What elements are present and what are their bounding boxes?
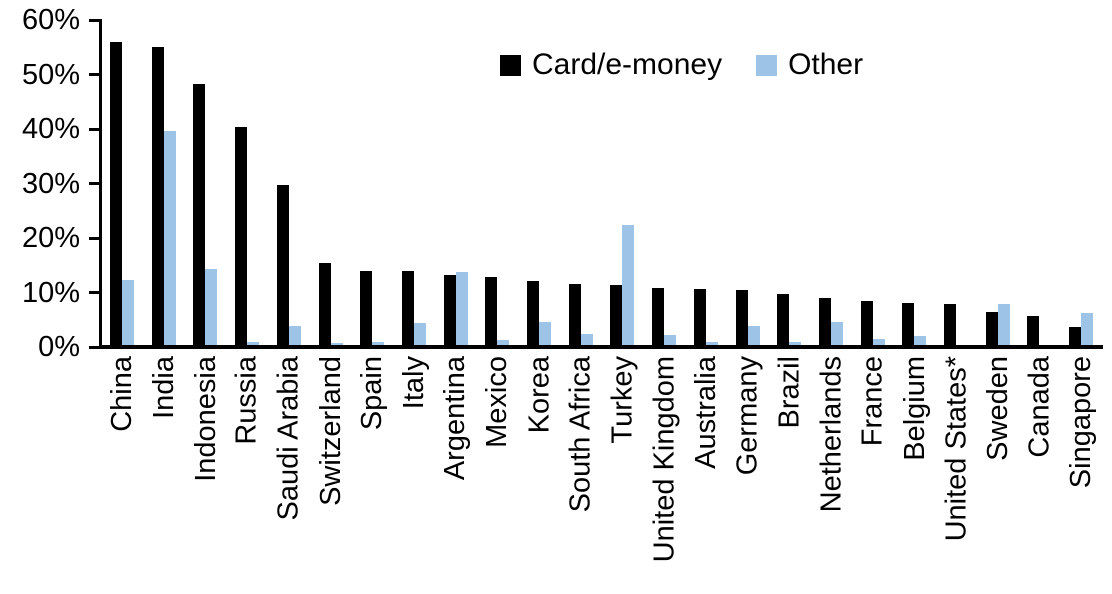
x-label-russia: Russia	[231, 356, 264, 445]
legend-item-other: Other	[756, 50, 863, 80]
bar-other-sweden	[997, 304, 1010, 347]
x-label-sweden: Sweden	[981, 356, 1014, 461]
bar-card-e-money-australia	[693, 289, 706, 347]
x-label-india: India	[147, 356, 180, 419]
x-label-brazil: Brazil	[773, 356, 806, 429]
bar-card-e-money-mexico	[485, 277, 498, 347]
x-label-canada: Canada	[1023, 356, 1056, 458]
bar-card-e-money-netherlands	[818, 297, 831, 347]
bar-card-e-money-korea	[527, 281, 539, 347]
x-label-netherlands: Netherlands	[814, 356, 847, 513]
x-label-australia: Australia	[689, 356, 722, 469]
bar-other-mexico	[497, 340, 510, 347]
bar-card-e-money-singapore	[1069, 327, 1082, 347]
bar-other-netherlands	[830, 321, 843, 347]
bar-other-united-kingdom	[664, 335, 677, 347]
y-tick-label-10: 10%	[21, 276, 80, 309]
x-axis-line	[99, 345, 1103, 349]
y-tick-40	[89, 127, 102, 131]
bar-card-e-money-spain	[360, 270, 373, 347]
bar-other-indonesia	[205, 268, 218, 347]
y-tick-20	[89, 236, 102, 240]
x-label-switzerland: Switzerland	[314, 356, 347, 506]
bar-card-e-money-turkey	[610, 284, 623, 347]
x-label-germany: Germany	[731, 356, 764, 476]
legend-label-other: Other	[788, 48, 864, 81]
bar-other-argentina	[455, 272, 468, 347]
x-label-singapore: Singapore	[1065, 356, 1098, 489]
y-tick-label-50: 50%	[21, 58, 80, 91]
bar-other-italy	[413, 323, 426, 347]
bar-other-france	[872, 339, 885, 347]
bar-card-e-money-germany	[735, 290, 748, 347]
x-label-united-kingdom: United Kingdom	[648, 356, 681, 563]
x-label-france: France	[856, 356, 889, 447]
bar-other-singapore	[1081, 312, 1094, 347]
y-tick-60	[89, 18, 102, 22]
y-tick-50	[89, 73, 102, 76]
bar-card-e-money-indonesia	[193, 84, 206, 347]
x-label-korea: Korea	[523, 356, 555, 434]
bar-other-switzerland	[330, 342, 343, 347]
y-tick-label-20: 20%	[21, 222, 80, 254]
x-label-belgium: Belgium	[898, 356, 931, 461]
x-label-turkey: Turkey	[606, 356, 639, 444]
bar-card-e-money-sweden	[985, 312, 998, 347]
legend: Card/e-money Other	[500, 50, 863, 80]
bar-card-e-money-italy	[401, 271, 414, 347]
bar-other-south-africa	[580, 334, 593, 347]
other-swatch-icon	[756, 54, 778, 76]
x-label-argentina: Argentina	[439, 356, 472, 481]
bar-other-spain	[372, 341, 385, 347]
bar-other-korea	[539, 322, 551, 347]
y-tick-label-0: 0%	[38, 331, 80, 363]
y-tick-label-30: 30%	[21, 167, 80, 200]
bar-card-e-money-canada	[1027, 315, 1040, 347]
bar-card-e-money-brazil	[777, 293, 790, 347]
bar-other-india	[163, 131, 176, 347]
bar-card-e-money-belgium	[902, 303, 915, 347]
y-tick-label-40: 40%	[21, 113, 80, 145]
bar-other-china	[122, 279, 134, 347]
bar-card-e-money-argentina	[443, 274, 456, 347]
y-tick-0	[89, 345, 102, 349]
legend-item-card-emoney: Card/e-money	[500, 50, 722, 80]
bar-other-russia	[247, 341, 260, 347]
bar-other-brazil	[789, 341, 802, 347]
x-label-saudi-arabia: Saudi Arabia	[272, 356, 305, 521]
x-label-spain: Spain	[356, 356, 389, 431]
y-tick-10	[89, 291, 102, 294]
bar-card-e-money-saudi-arabia	[276, 184, 289, 347]
bar-other-saudi-arabia	[288, 326, 301, 347]
bar-card-e-money-united-states-	[944, 304, 956, 347]
card-emoney-swatch-icon	[500, 54, 521, 76]
bar-other-belgium	[914, 336, 927, 347]
x-label-italy: Italy	[397, 356, 430, 410]
x-label-indonesia: Indonesia	[189, 356, 222, 482]
bar-card-e-money-south-africa	[568, 283, 581, 347]
x-label-united-states-: United States*	[940, 356, 972, 542]
x-label-china: China	[106, 356, 138, 432]
bar-card-e-money-united-kingdom	[652, 287, 665, 347]
legend-label-card-emoney: Card/e-money	[532, 48, 723, 81]
bar-other-turkey	[622, 224, 635, 347]
y-tick-label-60: 60%	[21, 4, 80, 36]
bar-other-germany	[747, 326, 760, 347]
x-label-south-africa: South Africa	[564, 356, 597, 513]
bar-card-e-money-china	[110, 41, 122, 347]
x-label-mexico: Mexico	[481, 356, 514, 448]
y-tick-30	[89, 182, 102, 185]
bar-card-e-money-india	[151, 47, 164, 347]
bar-card-e-money-switzerland	[318, 262, 331, 347]
bar-other-australia	[705, 341, 718, 347]
bar-card-e-money-russia	[235, 126, 248, 347]
bar-card-e-money-france	[860, 300, 873, 347]
